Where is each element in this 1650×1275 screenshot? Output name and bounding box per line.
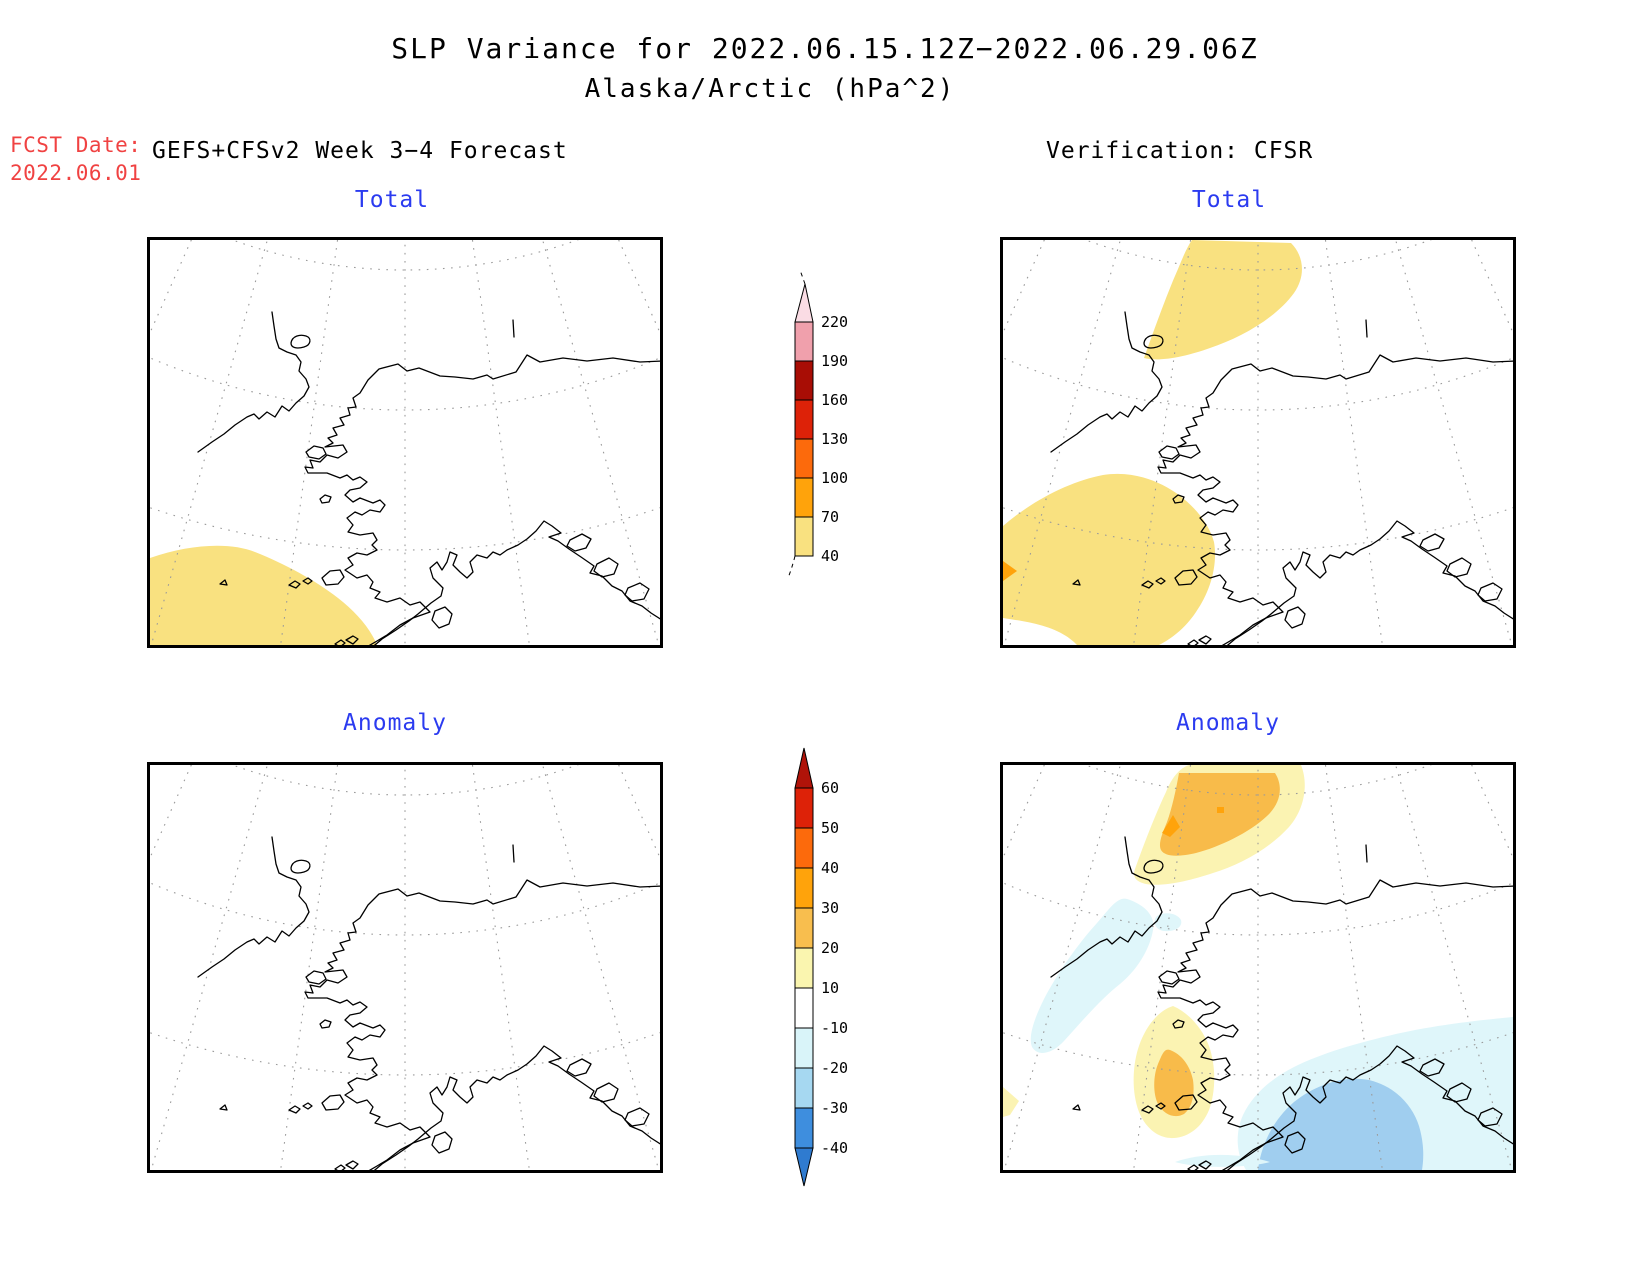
colorbar-tick-label: 190	[821, 352, 848, 370]
colorbar-over-arrow	[794, 747, 814, 789]
verification-column-header: Verification: CFSR	[1046, 138, 1314, 164]
shade-anom-10-edge	[1003, 1087, 1019, 1117]
colorbar-segment	[795, 400, 813, 439]
colorbar-tick-label: 40	[821, 547, 839, 565]
colorbar-segment	[795, 361, 813, 400]
map-panel-verification-total	[1000, 237, 1516, 648]
colorbar-tick-label: -40	[821, 1139, 848, 1157]
shade-anom-20-bristol-core	[1154, 1049, 1194, 1117]
fcst-date-value: 2022.06.01	[10, 161, 142, 185]
colorbar-dash-bottom	[787, 555, 796, 579]
colorbar-tick-label: 160	[821, 391, 848, 409]
colorbar-segment	[795, 322, 813, 361]
page-subtitle: Alaska/Arctic (hPa^2)	[584, 74, 956, 104]
colorbar-segment	[795, 1028, 813, 1068]
colorbar-tick-label: 130	[821, 430, 848, 448]
colorbar-tick-label: 220	[821, 313, 848, 331]
colorbar-tick-label: -20	[821, 1059, 848, 1077]
page-title: SLP Variance for 2022.06.15.12Z−2022.06.…	[391, 32, 1259, 65]
colorbar-segment	[795, 517, 813, 556]
shade-anom-20-north-core	[1159, 773, 1280, 856]
shade-anom-neg10-sliver	[1175, 1154, 1270, 1167]
colorbar-tick-label: 20	[821, 939, 839, 957]
colorbar-segment	[795, 988, 813, 1028]
colorbar-segment	[795, 908, 813, 948]
colorbar-tick-label: 70	[821, 508, 839, 526]
colorbar-tick-label: -30	[821, 1099, 848, 1117]
colorbar-segment	[795, 1108, 813, 1148]
forecast-column-header: GEFS+CFSv2 Week 3−4 Forecast	[152, 138, 568, 164]
colorbar-segment	[795, 788, 813, 828]
colorbar-anomaly: 60 50 40 30 20 10 -10 -20 -30 -40	[794, 747, 848, 1187]
shade-anom-neg10-streak	[1030, 898, 1154, 1053]
colorbar-over-wedge	[794, 283, 814, 323]
shade-anom-30-dot	[1217, 807, 1224, 813]
colorbar-segment	[795, 868, 813, 908]
colorbar-tick-label: 100	[821, 469, 848, 487]
colorbar-tick-label: 50	[821, 819, 839, 837]
colorbar-segment	[795, 439, 813, 478]
colorbar-segment	[795, 828, 813, 868]
colorbar-tick-label: 30	[821, 899, 839, 917]
shade-anom-neg10-spot	[1154, 913, 1182, 932]
panel-title-verification-total: Total	[1191, 187, 1267, 213]
colorbar-segment	[795, 1068, 813, 1108]
shade-total-40-bering	[1003, 473, 1216, 645]
shade-total-40-bering	[150, 545, 377, 645]
map-panel-forecast-anomaly	[147, 762, 663, 1173]
panel-title-forecast-total: Total	[354, 187, 430, 213]
colorbar-tick-label: 40	[821, 859, 839, 877]
colorbar-dash-top	[799, 269, 806, 285]
colorbar-total: 220 190 160 130 100 70 40	[787, 269, 848, 579]
shade-anom-neg20-gulf-core	[1258, 1078, 1424, 1170]
panel-title-forecast-anomaly: Anomaly	[343, 710, 447, 736]
colorbar-segment	[795, 948, 813, 988]
shade-total-70-spot	[1003, 561, 1017, 581]
map-panel-verification-anomaly	[1000, 762, 1516, 1173]
colorbar-tick-label: 60	[821, 779, 839, 797]
shade-anom-30-spot	[1162, 815, 1180, 837]
colorbar-tick-label: -10	[821, 1019, 848, 1037]
colorbar-segment	[795, 478, 813, 517]
map-panel-forecast-total	[147, 237, 663, 648]
fcst-date-label: FCST Date:	[10, 133, 142, 157]
shade-total-40-chukchi	[1144, 240, 1302, 360]
colorbar-under-arrow	[794, 1147, 814, 1187]
panel-title-verification-anomaly: Anomaly	[1176, 710, 1280, 736]
colorbar-tick-label: 10	[821, 979, 839, 997]
